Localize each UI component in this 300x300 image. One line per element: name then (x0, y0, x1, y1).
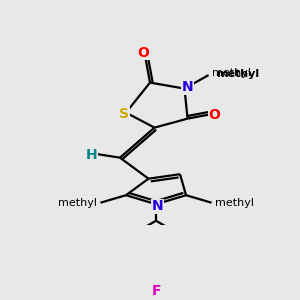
Text: N: N (152, 200, 163, 214)
Text: methyl: methyl (214, 199, 254, 208)
Text: methyl: methyl (212, 68, 250, 78)
Text: O: O (137, 46, 149, 60)
Text: O: O (208, 108, 220, 122)
Text: F: F (151, 284, 161, 298)
Text: methyl: methyl (216, 69, 259, 79)
Text: S: S (119, 107, 130, 121)
Text: methyl: methyl (58, 199, 98, 208)
Text: N: N (182, 80, 194, 94)
Text: H: H (85, 148, 97, 162)
